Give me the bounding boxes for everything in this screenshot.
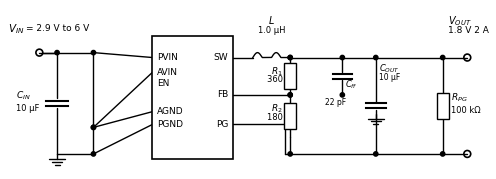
Circle shape xyxy=(91,50,96,55)
Circle shape xyxy=(288,93,292,97)
Text: 180 kΩ: 180 kΩ xyxy=(266,113,296,122)
Text: $C_{OUT}$: $C_{OUT}$ xyxy=(379,62,399,75)
Text: AGND: AGND xyxy=(157,107,184,116)
Text: 10 μF: 10 μF xyxy=(16,104,39,113)
Text: $C_{IN}$: $C_{IN}$ xyxy=(16,89,30,102)
Circle shape xyxy=(55,50,59,55)
Text: L: L xyxy=(269,16,274,26)
Text: $C_{ff}$: $C_{ff}$ xyxy=(345,78,358,91)
Circle shape xyxy=(288,55,292,60)
Circle shape xyxy=(91,125,96,130)
Bar xyxy=(284,103,296,129)
Text: $R_2$: $R_2$ xyxy=(270,103,282,115)
Text: SW: SW xyxy=(214,53,228,62)
Bar xyxy=(437,93,448,118)
Text: PVIN: PVIN xyxy=(157,53,178,62)
Text: PG: PG xyxy=(216,120,228,129)
Circle shape xyxy=(440,152,445,156)
Circle shape xyxy=(373,152,378,156)
Circle shape xyxy=(288,152,292,156)
Text: 360 kΩ: 360 kΩ xyxy=(266,75,297,84)
Circle shape xyxy=(91,125,96,130)
Bar xyxy=(152,36,233,159)
Circle shape xyxy=(440,55,445,60)
Text: FB: FB xyxy=(217,90,228,99)
Circle shape xyxy=(340,55,345,60)
Text: 1.0 μH: 1.0 μH xyxy=(258,26,285,35)
Text: $V_{IN}$: $V_{IN}$ xyxy=(8,22,24,36)
Text: 1.8 V 2 A: 1.8 V 2 A xyxy=(447,26,489,35)
Circle shape xyxy=(91,152,96,156)
Text: $V_{OUT}$: $V_{OUT}$ xyxy=(447,14,471,28)
Circle shape xyxy=(288,55,292,60)
Text: 10 μF: 10 μF xyxy=(379,73,400,82)
Text: $R_{PG}$: $R_{PG}$ xyxy=(450,92,467,104)
Circle shape xyxy=(340,93,345,97)
Text: EN: EN xyxy=(157,79,170,88)
Text: $R_1$: $R_1$ xyxy=(270,65,282,78)
Text: 22 pF: 22 pF xyxy=(325,98,346,107)
Text: AVIN: AVIN xyxy=(157,68,179,77)
Text: = 2.9 V to 6 V: = 2.9 V to 6 V xyxy=(26,25,89,33)
Circle shape xyxy=(288,93,292,97)
Text: 100 kΩ: 100 kΩ xyxy=(450,106,480,115)
Text: PGND: PGND xyxy=(157,120,184,129)
Bar xyxy=(284,63,296,89)
Circle shape xyxy=(373,55,378,60)
